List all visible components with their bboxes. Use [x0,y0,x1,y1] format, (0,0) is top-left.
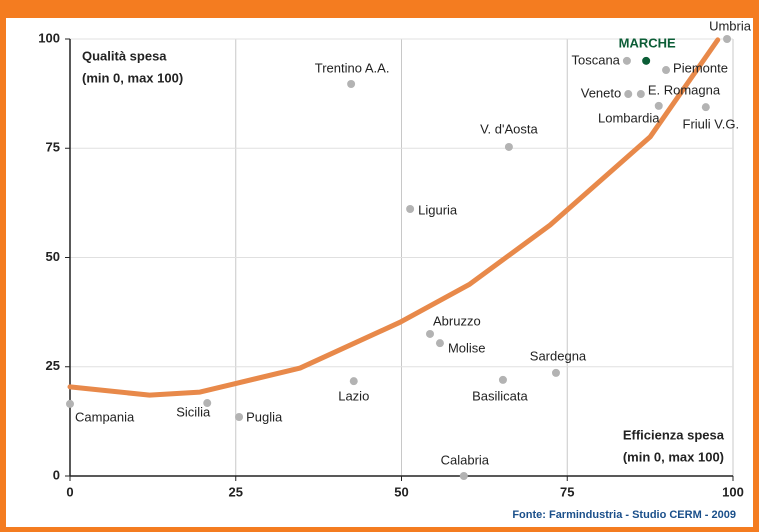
point [235,413,244,422]
point-label: Molise [448,341,486,356]
point [723,35,732,43]
point-label: MARCHE [619,35,676,50]
point [426,329,435,338]
trend-line [67,37,721,398]
point [636,90,645,99]
point [349,377,358,386]
point-label: Umbria [709,18,752,33]
point-label: Basilicata [472,388,528,403]
y-label: Qualità spesa [82,48,167,63]
point [203,399,212,408]
point-label: Sicilia [176,404,211,419]
point-label: Abruzzo [433,313,481,328]
y-tick-label: 75 [46,140,60,155]
y-tick-label: 100 [38,30,60,45]
point [654,101,663,110]
point-label: Puglia [246,409,283,424]
y-label: (min 0, max 100) [82,70,183,85]
x-tick-label: 100 [722,484,744,499]
point-label: V. d'Aosta [480,121,538,136]
point-label: E. Romagna [648,82,721,97]
point [701,103,710,112]
point-label: Calabria [441,452,490,467]
x-label: Efficienza spesa [623,427,725,442]
point [459,472,468,480]
y-tick-label: 25 [46,358,60,373]
point [624,90,633,99]
point [66,399,74,408]
x-label: (min 0, max 100) [623,449,724,464]
point-label: Liguria [418,202,458,217]
point [435,339,444,348]
point-label: Sardegna [530,348,587,363]
x-tick-label: 25 [229,484,243,499]
point-label: Lazio [338,389,369,404]
x-tick-label: 0 [66,484,73,499]
point-label: Piemonte [673,60,728,75]
point [662,66,671,75]
point [504,142,513,151]
y-tick-label: 0 [53,467,60,482]
point [406,204,415,213]
point-label: Friuli V.G. [683,117,740,132]
point [498,375,507,384]
point-label: Lombardia [598,110,660,125]
point [622,56,631,65]
point-label: Veneto [581,85,622,100]
point-label: Trentino A.A. [315,60,390,75]
point-label: Toscana [571,52,620,67]
source: Fonte: Farmindustria - Studio CERM - 200… [512,509,736,521]
panel [6,18,753,527]
point [551,368,560,377]
x-tick-label: 50 [394,484,408,499]
point [642,56,651,65]
point [347,80,356,89]
x-tick-label: 75 [560,484,574,499]
y-tick-label: 50 [46,249,60,264]
point-label: Campania [75,409,135,424]
